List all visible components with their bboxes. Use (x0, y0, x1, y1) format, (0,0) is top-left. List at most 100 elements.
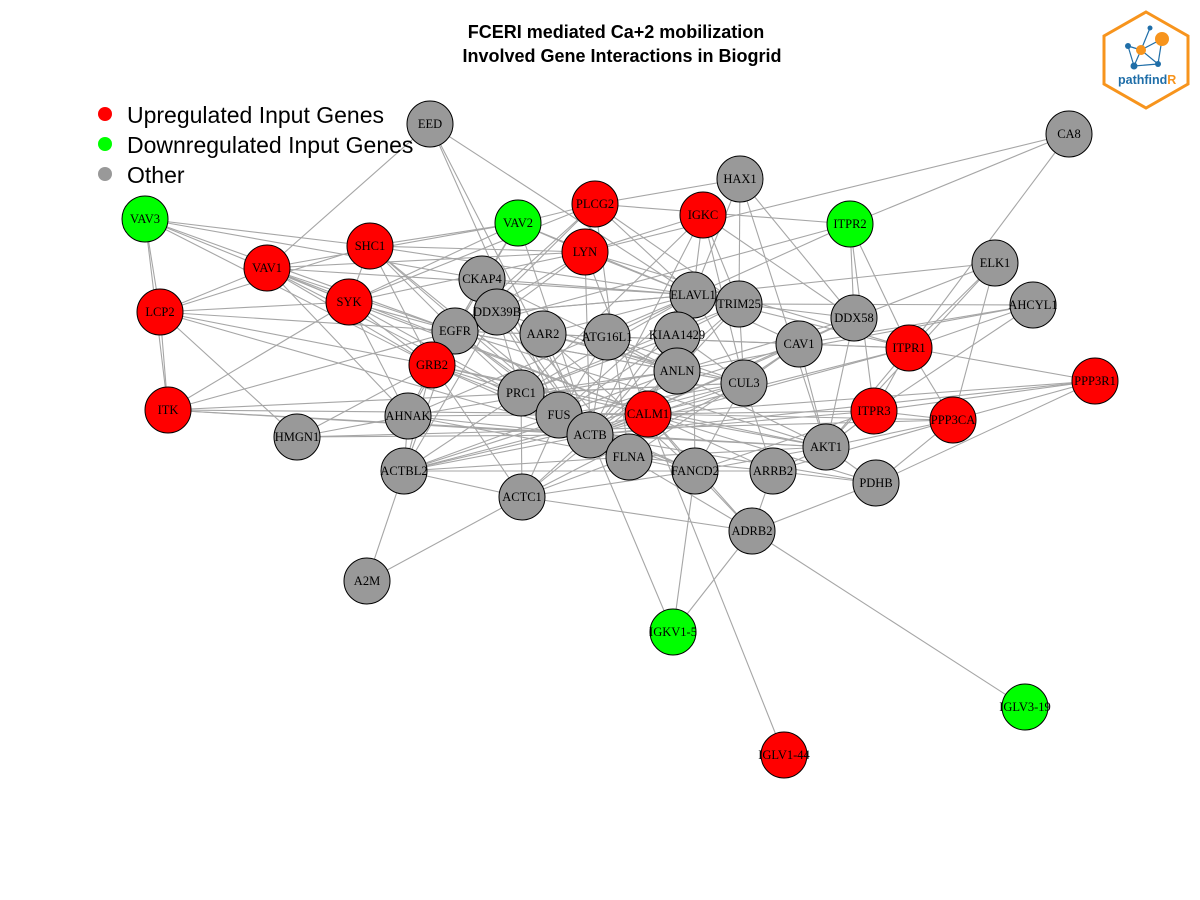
logo-wordmark: pathfindR (1118, 73, 1176, 87)
gene-node-adrb2[interactable]: ADRB2 (728, 507, 776, 555)
gene-node-iglv3-19[interactable]: IGLV3-19 (999, 683, 1051, 731)
gene-node-ahcyl1[interactable]: AHCYL1 (1008, 281, 1058, 329)
gene-node-grb2[interactable]: GRB2 (408, 341, 456, 389)
gene-node-actb[interactable]: ACTB (566, 411, 614, 459)
gene-node-circle-itpr2[interactable] (826, 200, 874, 248)
gene-node-egfr[interactable]: EGFR (431, 307, 479, 355)
gene-node-circle-actbl2[interactable] (380, 447, 428, 495)
gene-node-circle-igkc[interactable] (679, 191, 727, 239)
gene-node-circle-lcp2[interactable] (136, 288, 184, 336)
gene-node-circle-lyn[interactable] (561, 228, 609, 276)
gene-node-circle-hmgn1[interactable] (273, 413, 321, 461)
edge-actc1-adrb2 (521, 496, 753, 532)
gene-node-circle-anln[interactable] (653, 347, 701, 395)
gene-node-circle-ahnak[interactable] (384, 392, 432, 440)
gene-node-anln[interactable]: ANLN (653, 347, 701, 395)
gene-node-circle-prc1[interactable] (497, 369, 545, 417)
gene-node-circle-itpr3[interactable] (850, 387, 898, 435)
gene-node-circle-ppp3ca[interactable] (929, 396, 977, 444)
gene-node-circle-cul3[interactable] (720, 359, 768, 407)
gene-node-circle-ca8[interactable] (1045, 110, 1093, 158)
gene-node-circle-flna[interactable] (605, 433, 653, 481)
gene-node-calm1[interactable]: CALM1 (624, 390, 672, 438)
gene-node-circle-igkv1-5[interactable] (649, 608, 697, 656)
gene-node-circle-iglv1-44[interactable] (760, 731, 808, 779)
gene-node-circle-actc1[interactable] (498, 473, 546, 521)
gene-node-trim25[interactable]: TRIM25 (715, 280, 763, 328)
gene-node-circle-grb2[interactable] (408, 341, 456, 389)
gene-node-circle-elk1[interactable] (971, 239, 1019, 287)
gene-node-circle-ddx39b[interactable] (473, 288, 521, 336)
gene-node-aar2[interactable]: AAR2 (519, 310, 567, 358)
gene-node-vav3[interactable]: VAV3 (121, 195, 169, 243)
gene-node-circle-cav1[interactable] (775, 320, 823, 368)
gene-node-hax1[interactable]: HAX1 (716, 155, 764, 203)
gene-node-circle-fancd2[interactable] (671, 447, 719, 495)
gene-node-ddx58[interactable]: DDX58 (830, 294, 878, 342)
gene-node-circle-vav3[interactable] (121, 195, 169, 243)
gene-node-circle-vav1[interactable] (243, 244, 291, 292)
gene-node-circle-shc1[interactable] (346, 222, 394, 270)
gene-node-elk1[interactable]: ELK1 (971, 239, 1019, 287)
gene-node-vav2[interactable]: VAV2 (494, 199, 542, 247)
gene-node-elavl1[interactable]: ELAVL1 (669, 271, 717, 319)
gene-node-circle-iglv3-19[interactable] (1001, 683, 1049, 731)
gene-node-circle-eed[interactable] (406, 100, 454, 148)
gene-node-circle-itk[interactable] (144, 386, 192, 434)
gene-node-prc1[interactable]: PRC1 (497, 369, 545, 417)
gene-node-kiaa1429[interactable]: KIAA1429 (649, 311, 705, 359)
edge-lyn-vav1 (266, 251, 586, 269)
gene-node-syk[interactable]: SYK (325, 278, 373, 326)
gene-node-pdhb[interactable]: PDHB (852, 459, 900, 507)
gene-node-circle-actb[interactable] (566, 411, 614, 459)
gene-node-flna[interactable]: FLNA (605, 433, 653, 481)
gene-node-circle-itpr1[interactable] (885, 324, 933, 372)
gene-node-circle-plcg2[interactable] (571, 180, 619, 228)
gene-node-vav1[interactable]: VAV1 (243, 244, 291, 292)
gene-node-itk[interactable]: ITK (144, 386, 192, 434)
gene-node-cul3[interactable]: CUL3 (720, 359, 768, 407)
gene-node-circle-adrb2[interactable] (728, 507, 776, 555)
gene-node-circle-egfr[interactable] (431, 307, 479, 355)
gene-node-circle-arrb2[interactable] (749, 447, 797, 495)
gene-node-iglv1-44[interactable]: IGLV1-44 (758, 731, 811, 779)
gene-node-circle-ahcyl1[interactable] (1009, 281, 1057, 329)
gene-node-circle-ddx58[interactable] (830, 294, 878, 342)
gene-node-eed[interactable]: EED (406, 100, 454, 148)
gene-node-ddx39b[interactable]: DDX39B (473, 288, 521, 336)
gene-node-actbl2[interactable]: ACTBL2 (380, 447, 428, 495)
gene-node-lyn[interactable]: LYN (561, 228, 609, 276)
gene-node-circle-vav2[interactable] (494, 199, 542, 247)
gene-node-circle-pdhb[interactable] (852, 459, 900, 507)
gene-node-circle-calm1[interactable] (624, 390, 672, 438)
gene-node-circle-akt1[interactable] (802, 423, 850, 471)
gene-node-a2m[interactable]: A2M (343, 557, 391, 605)
gene-node-plcg2[interactable]: PLCG2 (571, 180, 619, 228)
gene-node-ppp3r1[interactable]: PPP3R1 (1071, 357, 1119, 405)
gene-node-circle-hax1[interactable] (716, 155, 764, 203)
gene-node-akt1[interactable]: AKT1 (802, 423, 850, 471)
gene-node-arrb2[interactable]: ARRB2 (749, 447, 797, 495)
gene-node-circle-atg16l1[interactable] (583, 313, 631, 361)
gene-node-hmgn1[interactable]: HMGN1 (273, 413, 321, 461)
gene-node-ppp3ca[interactable]: PPP3CA (929, 396, 977, 444)
gene-node-circle-a2m[interactable] (343, 557, 391, 605)
gene-node-ca8[interactable]: CA8 (1045, 110, 1093, 158)
gene-node-itpr2[interactable]: ITPR2 (826, 200, 874, 248)
gene-node-ahnak[interactable]: AHNAK (384, 392, 432, 440)
gene-node-igkv1-5[interactable]: IGKV1-5 (649, 608, 697, 656)
gene-node-shc1[interactable]: SHC1 (346, 222, 394, 270)
gene-node-circle-syk[interactable] (325, 278, 373, 326)
gene-node-itpr3[interactable]: ITPR3 (850, 387, 898, 435)
gene-node-igkc[interactable]: IGKC (679, 191, 727, 239)
edge-syk-calm1 (348, 301, 649, 415)
gene-node-actc1[interactable]: ACTC1 (498, 473, 546, 521)
gene-node-circle-trim25[interactable] (715, 280, 763, 328)
gene-node-itpr1[interactable]: ITPR1 (885, 324, 933, 372)
gene-node-fancd2[interactable]: FANCD2 (671, 447, 719, 495)
gene-node-circle-aar2[interactable] (519, 310, 567, 358)
gene-node-lcp2[interactable]: LCP2 (136, 288, 184, 336)
gene-node-cav1[interactable]: CAV1 (775, 320, 823, 368)
gene-node-atg16l1[interactable]: ATG16L1 (582, 313, 633, 361)
gene-node-circle-ppp3r1[interactable] (1071, 357, 1119, 405)
